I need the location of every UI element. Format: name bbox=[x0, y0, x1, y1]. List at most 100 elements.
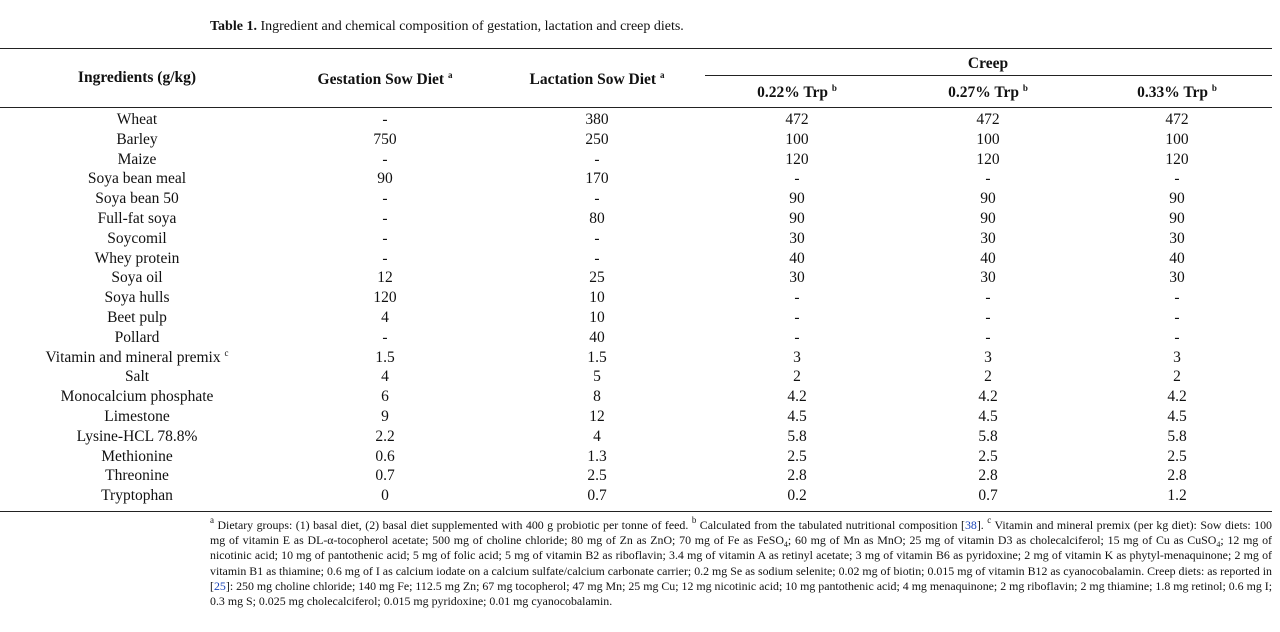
table-cell: 250 bbox=[585, 130, 609, 148]
table-cell: 3 bbox=[1173, 348, 1181, 366]
citation-link[interactable]: 25 bbox=[213, 578, 226, 593]
table-cell: 9 bbox=[381, 408, 389, 425]
row-label-text: Soycomil bbox=[107, 229, 167, 247]
row-label: Lysine-HCL 78.8% bbox=[77, 428, 198, 446]
table-cell: 2.5 bbox=[978, 447, 998, 465]
table-cell: 0.6 bbox=[375, 447, 395, 465]
table-cell: 8 bbox=[593, 388, 601, 406]
header-cell: Ingredients (g/kg) bbox=[77, 69, 197, 86]
table-cell: 1.2 bbox=[1167, 487, 1187, 505]
row-label-text: Lysine-HCL 78.8% bbox=[76, 427, 198, 445]
row-label: Whey protein bbox=[95, 250, 180, 268]
table-cell: - bbox=[594, 229, 600, 247]
subscript: 4 bbox=[783, 540, 788, 550]
subscript: 4 bbox=[1216, 540, 1221, 550]
row-label-text: Wheat bbox=[116, 111, 158, 128]
table-cell: 170 bbox=[585, 170, 609, 188]
table-cell: 0.7 bbox=[978, 487, 998, 505]
table-cell: 0.7 bbox=[375, 467, 395, 485]
footnote: a Dietary groups: (1) basal diet, (2) ba… bbox=[210, 515, 1273, 609]
table-cell: - bbox=[985, 170, 991, 188]
table-cell: 0.7 bbox=[587, 487, 607, 505]
table-cell: 2 bbox=[984, 368, 992, 386]
footnote-mark: a bbox=[447, 70, 453, 80]
row-label: Soycomil bbox=[107, 230, 166, 248]
table-cell: - bbox=[382, 111, 388, 128]
table-cell: 4.2 bbox=[978, 388, 998, 406]
row-label-text: Soya hulls bbox=[104, 289, 170, 307]
table-cell: - bbox=[1174, 170, 1180, 188]
table-cell: 120 bbox=[1165, 150, 1189, 168]
row-label: Full-fat soya bbox=[98, 210, 177, 228]
table-cell: 12 bbox=[377, 269, 393, 287]
table-cell: 0.2 bbox=[787, 487, 807, 505]
row-label: Vitamin and mineral premix c bbox=[46, 348, 229, 367]
row-label: Pollard bbox=[115, 329, 160, 347]
table-cell: 3 bbox=[793, 348, 801, 366]
table-cell: - bbox=[382, 150, 388, 168]
row-label-text: Soya bean 50 bbox=[95, 190, 179, 208]
footnote-text: ]. bbox=[976, 518, 988, 532]
table-cell: 2 bbox=[1173, 368, 1181, 386]
table-cell: 40 bbox=[980, 249, 996, 267]
table-caption: Table 1. Ingredient and chemical composi… bbox=[210, 19, 684, 35]
row-label: Methionine bbox=[101, 448, 172, 466]
table-cell: 5 bbox=[593, 368, 601, 386]
table-cell: 12 bbox=[589, 408, 605, 425]
table-cell: 1.5 bbox=[587, 348, 607, 366]
table-cell: 6 bbox=[381, 388, 389, 406]
table-cell: 3 bbox=[984, 348, 992, 366]
bottom-rule bbox=[0, 511, 1272, 512]
table-cell: 100 bbox=[785, 130, 809, 148]
footnote-text: ]: 250 mg choline chloride; 140 mg Fe; 1… bbox=[210, 578, 1272, 609]
table-cell: 100 bbox=[1165, 130, 1189, 148]
citation-link[interactable]: 38 bbox=[964, 518, 977, 532]
table-cell: 30 bbox=[980, 269, 996, 287]
table-cell: - bbox=[985, 289, 991, 307]
table-cell: 4.2 bbox=[787, 388, 807, 406]
footnote-mark: a bbox=[659, 70, 665, 80]
table-cell: 4 bbox=[381, 368, 389, 386]
table-cell: 90 bbox=[1169, 210, 1185, 227]
row-label-text: Limestone bbox=[104, 408, 170, 425]
table-cell: 10 bbox=[589, 289, 605, 307]
footnote-text: Dietary groups: (1) basal diet, (2) basa… bbox=[214, 518, 692, 532]
header-rule bbox=[0, 107, 1272, 108]
table-cell: 90 bbox=[377, 170, 393, 188]
table-cell: - bbox=[985, 328, 991, 346]
header-cell: 0.22% Trp b bbox=[757, 84, 837, 102]
footnote-mark: c bbox=[987, 515, 992, 525]
row-label: Beet pulp bbox=[107, 309, 167, 327]
row-label-text: Threonine bbox=[105, 467, 169, 485]
table-cell: 90 bbox=[980, 190, 996, 208]
table-cell: - bbox=[985, 309, 991, 326]
row-label: Soya hulls bbox=[104, 289, 169, 307]
table-cell: - bbox=[594, 150, 600, 168]
row-label-text: Monocalcium phosphate bbox=[60, 388, 214, 406]
row-label: Soya oil bbox=[111, 269, 162, 287]
header-cell: 0.27% Trp b bbox=[948, 84, 1028, 102]
footnote-mark: b bbox=[1022, 83, 1028, 93]
table-cell: 2 bbox=[793, 368, 801, 386]
table-cell: 2.5 bbox=[1167, 447, 1187, 465]
footnote-text: ; 12 mg of nicotinic acid; 10 mg of pant… bbox=[210, 533, 1273, 593]
table-cell: 40 bbox=[789, 249, 805, 267]
row-label-text: Tryptophan bbox=[101, 487, 173, 505]
table-cell: - bbox=[1174, 289, 1180, 307]
table-cell: - bbox=[382, 249, 388, 267]
table-cell: 30 bbox=[789, 229, 805, 247]
row-label-text: Full-fat soya bbox=[97, 210, 177, 227]
row-label-text: Beet pulp bbox=[107, 309, 167, 326]
header-text: 0.22% Trp bbox=[757, 84, 829, 101]
top-rule bbox=[0, 48, 1272, 49]
row-label: Maize bbox=[118, 151, 157, 169]
row-label: Barley bbox=[116, 131, 157, 149]
row-label-text: Soya oil bbox=[111, 269, 163, 287]
table-cell: 472 bbox=[976, 111, 1000, 128]
table-cell: 2.8 bbox=[978, 467, 998, 485]
table-label: Table 1. bbox=[210, 19, 257, 34]
group-rule bbox=[705, 75, 1272, 76]
table-cell: - bbox=[594, 190, 600, 208]
row-label-text: Barley bbox=[116, 130, 158, 148]
